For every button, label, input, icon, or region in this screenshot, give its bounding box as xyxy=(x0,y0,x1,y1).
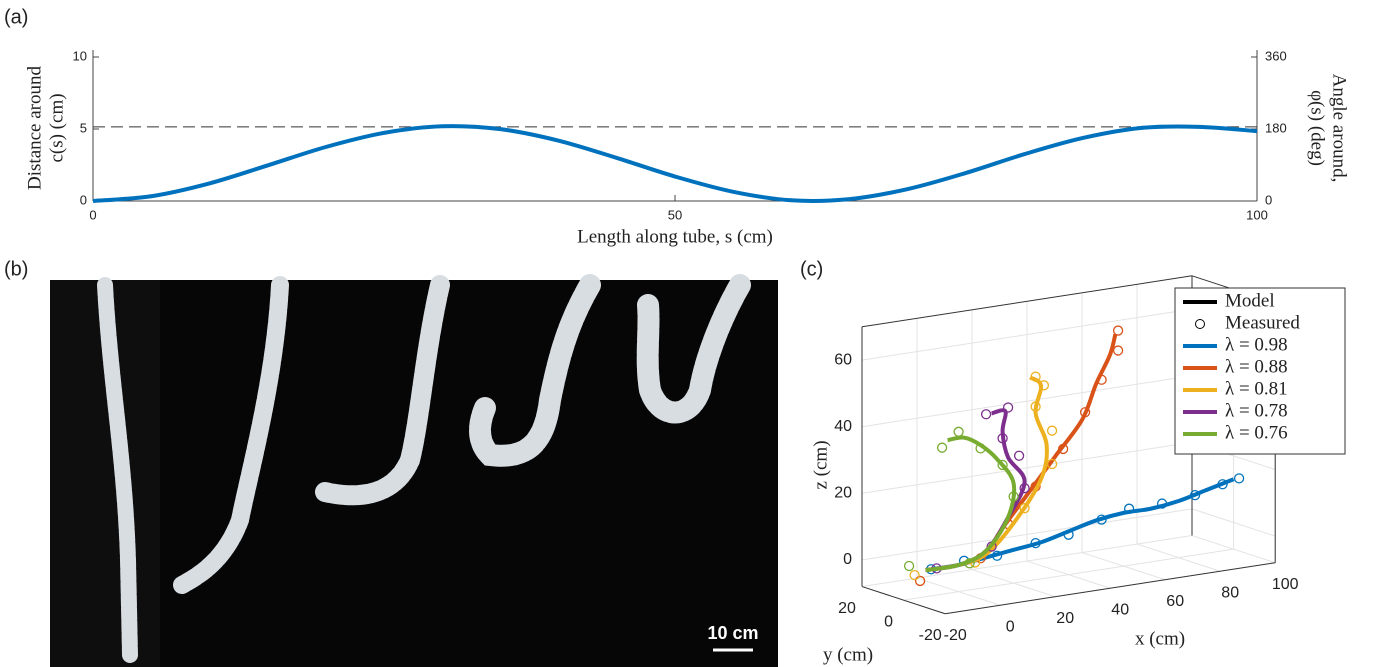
measured-point xyxy=(1233,473,1245,484)
legend-swatch xyxy=(1195,319,1205,329)
measured-point xyxy=(1096,374,1107,385)
measured-point xyxy=(1002,402,1014,413)
y-tick-label: 5 xyxy=(80,120,87,135)
photo: 10 cm xyxy=(50,274,778,667)
y2-tick-label: 180 xyxy=(1265,120,1287,135)
z-tick-label: 0 xyxy=(843,551,852,568)
measured-point xyxy=(997,459,1008,471)
panel-label: (a) xyxy=(4,6,28,28)
measured-point xyxy=(975,443,986,454)
measured-point xyxy=(1079,407,1091,418)
measured-point xyxy=(1189,489,1201,501)
x-tick-label: 80 xyxy=(1221,584,1239,601)
model-curve xyxy=(925,333,1118,573)
legend-label: λ = 0.88 xyxy=(1225,356,1288,377)
grid-line xyxy=(1191,508,1276,537)
measured-point xyxy=(964,558,975,569)
panel-label: (c) xyxy=(800,258,823,280)
z-tick-label: 20 xyxy=(834,485,852,502)
legend-label: λ = 0.81 xyxy=(1225,378,1288,399)
y-axis-label: c(s) (cm) xyxy=(46,93,67,162)
measured-point xyxy=(980,409,992,420)
measured-point xyxy=(1096,514,1107,525)
x-tick-label: 50 xyxy=(668,207,682,222)
legend-label: λ = 0.76 xyxy=(1225,422,1288,443)
measured-point xyxy=(1057,443,1069,455)
x-tick-label: -20 xyxy=(944,627,967,644)
y2-tick-label: 0 xyxy=(1265,192,1272,207)
grid-line xyxy=(903,548,1234,601)
z-axis-label: z (cm) xyxy=(810,440,831,489)
box-edge xyxy=(861,275,1193,328)
legend-label: λ = 0.98 xyxy=(1225,334,1288,355)
grid-line xyxy=(861,308,1193,361)
y-tick-label: 20 xyxy=(838,600,856,617)
grid-line xyxy=(861,441,1193,494)
y-tick-label: -20 xyxy=(919,627,942,644)
measured-point xyxy=(997,433,1008,444)
measured-point xyxy=(1112,325,1124,336)
measured-point xyxy=(1046,458,1058,470)
measured-point xyxy=(1156,498,1168,509)
measured-point xyxy=(1019,483,1030,494)
x-tick-label: 40 xyxy=(1111,601,1129,618)
measured-point xyxy=(1046,425,1058,436)
tubes xyxy=(97,274,751,663)
measured-point xyxy=(1038,380,1049,391)
z-tick-label: 60 xyxy=(834,351,852,368)
legend-box xyxy=(1174,287,1346,455)
panel-label: (b) xyxy=(4,258,28,280)
measured-point xyxy=(1030,401,1041,412)
box-edge xyxy=(945,562,1276,615)
measured-point xyxy=(914,575,926,587)
x-axis-label: x (cm) xyxy=(1135,628,1185,649)
measured-point xyxy=(909,569,920,581)
x-tick-label: 100 xyxy=(1246,207,1268,222)
measured-point xyxy=(1217,479,1228,490)
y2-tick-label: 360 xyxy=(1265,48,1287,63)
y-tick-label: 0 xyxy=(80,192,87,207)
grid-line xyxy=(861,375,1193,428)
y2-axis-label: φ(s) (deg) xyxy=(1307,90,1328,166)
scale-bar-label: 10 cm xyxy=(707,623,758,643)
model-curve xyxy=(925,435,1017,573)
x-tick-label: 0 xyxy=(89,207,96,222)
grid-line xyxy=(861,508,1193,561)
legend-label: Model xyxy=(1225,290,1275,311)
x-tick-label: 20 xyxy=(1056,610,1074,627)
curve xyxy=(92,124,1258,203)
x-tick-label: 0 xyxy=(1006,618,1015,635)
y-axis-label: Distance around xyxy=(24,66,45,190)
y-tick-label: 10 xyxy=(73,48,87,63)
measured-point xyxy=(1030,371,1041,382)
legend-label: Measured xyxy=(1225,312,1300,333)
x-tick-label: 100 xyxy=(1272,576,1299,593)
y2-axis-label: Angle around, xyxy=(1329,74,1350,183)
measured-point xyxy=(1013,450,1025,461)
measured-point xyxy=(1112,345,1124,356)
y-axis-label: y (cm) xyxy=(823,644,873,665)
x-tick-label: 60 xyxy=(1166,593,1184,610)
model-curve xyxy=(925,408,1027,573)
z-tick-label: 40 xyxy=(834,418,852,435)
box-edge xyxy=(861,586,946,615)
measured-point xyxy=(1008,491,1019,502)
measured-point xyxy=(1063,529,1074,540)
measured-point xyxy=(1123,503,1135,514)
measured-point xyxy=(953,426,964,437)
measured-point xyxy=(1019,503,1030,514)
measured-point xyxy=(903,560,915,572)
x-axis-label: Length along tube, s (cm) xyxy=(577,226,773,247)
measured-point xyxy=(1030,537,1041,549)
measured-point xyxy=(936,442,948,453)
y-tick-label: 0 xyxy=(884,613,893,630)
measured-point xyxy=(991,550,1003,561)
legend-label: λ = 0.78 xyxy=(1225,400,1288,421)
